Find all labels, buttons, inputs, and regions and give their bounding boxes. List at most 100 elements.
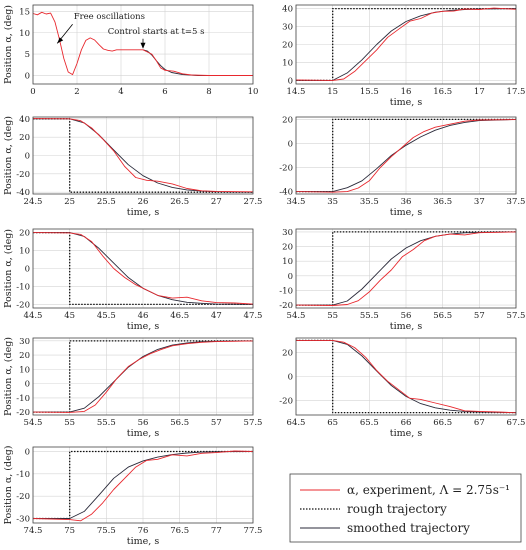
y-tick-label: 10 bbox=[19, 247, 30, 257]
x-tick-label: 47 bbox=[211, 311, 222, 321]
y-tick-label: 20 bbox=[282, 243, 293, 253]
x-tick-label: 65.5 bbox=[360, 418, 379, 428]
series-experiment-line bbox=[295, 119, 517, 193]
plot-frame bbox=[295, 337, 517, 416]
series-smoothed-line bbox=[296, 231, 517, 306]
y-tick-label: 10 bbox=[19, 365, 30, 375]
x-tick-label: 35.5 bbox=[360, 197, 379, 207]
y-axis-label: Position α, (deg) bbox=[3, 116, 14, 195]
x-tick-label: 57.5 bbox=[507, 311, 526, 321]
y-tick-label: 15 bbox=[19, 7, 30, 17]
y-tick-label: -10 bbox=[16, 470, 30, 480]
y-tick-label: 0 bbox=[288, 76, 293, 86]
x-tick-label: 66 bbox=[401, 418, 412, 428]
x-tick-label: 66.5 bbox=[433, 418, 452, 428]
legend-smoothed-label: smoothed trajectory bbox=[347, 521, 470, 535]
annotation-free-oscillations: Free oscillations bbox=[74, 12, 145, 22]
x-tick-label: 0 bbox=[30, 87, 35, 97]
x-tick-label: 14.5 bbox=[287, 87, 306, 97]
y-tick-label: -20 bbox=[279, 164, 293, 174]
x-tick-label: 24.5 bbox=[24, 197, 43, 207]
plot-frame bbox=[32, 337, 254, 416]
y-tick-label: -20 bbox=[16, 408, 30, 418]
y-tick-label: 40 bbox=[19, 115, 30, 125]
x-tick-label: 4 bbox=[118, 87, 123, 97]
y-tick-label: 30 bbox=[282, 23, 293, 33]
x-tick-label: 57.5 bbox=[244, 418, 263, 428]
panel-5: 44.5 45 45.5 46 46.5 47 47.5 -20 -10 0 10 20 time, s… bbox=[3, 229, 262, 332]
x-tick-label: 56.5 bbox=[170, 418, 189, 428]
x-axis-label: time, s bbox=[390, 428, 423, 439]
y-tick-label: 20 bbox=[19, 133, 30, 143]
y-tick-label: -40 bbox=[16, 188, 30, 198]
series-experiment-line bbox=[32, 232, 254, 305]
x-tick-label: 36.5 bbox=[433, 197, 452, 207]
series-smoothed-line bbox=[296, 8, 517, 81]
y-tick-label: -40 bbox=[279, 188, 293, 198]
series-experiment-line bbox=[32, 11, 253, 76]
series-smoothed-line bbox=[33, 451, 254, 519]
x-tick-label: 2 bbox=[74, 87, 79, 97]
y-tick-label: 0 bbox=[25, 152, 30, 162]
panel-4: 34.5 35 35.5 36 36.5 37 37.5 -40 -20 0 20 time, s bbox=[279, 115, 525, 218]
y-tick-label: 0 bbox=[25, 265, 30, 275]
x-tick-label: 56.5 bbox=[433, 311, 452, 321]
x-tick-label: 35 bbox=[327, 197, 338, 207]
plot-frame bbox=[32, 116, 254, 195]
y-tick-label: 30 bbox=[282, 228, 293, 238]
x-tick-label: 26 bbox=[138, 197, 149, 207]
legend-experiment-label: α, experiment, Λ = 2.75s⁻¹ bbox=[347, 483, 510, 497]
y-tick-label: 0 bbox=[25, 380, 30, 390]
series-experiment-line bbox=[295, 231, 517, 306]
x-tick-label: 57 bbox=[211, 418, 222, 428]
x-tick-label: 54.5 bbox=[24, 418, 43, 428]
y-axis-label: Position α, (deg) bbox=[3, 229, 14, 308]
panel-7: 54.5 55 55.5 56 56.5 57 57.5 -20 -10 0 10 20 30 time,… bbox=[3, 337, 262, 439]
y-tick-label: -20 bbox=[16, 300, 30, 310]
x-tick-label: 27 bbox=[211, 197, 222, 207]
x-tick-label: 26.5 bbox=[170, 197, 189, 207]
legend: α, experiment, Λ = 2.75s⁻¹ rough traject… bbox=[289, 473, 522, 543]
x-tick-label: 37.5 bbox=[507, 197, 526, 207]
y-tick-label: 40 bbox=[282, 5, 293, 15]
x-tick-label: 67 bbox=[474, 418, 485, 428]
y-tick-label: 20 bbox=[282, 41, 293, 51]
x-tick-label: 6 bbox=[162, 87, 167, 97]
plot-frame bbox=[295, 4, 517, 85]
panel-3: 24.5 25 25.5 26 26.5 27 27.5 -40 -20 0 20 40 time, s… bbox=[3, 115, 262, 218]
x-tick-label: 76 bbox=[138, 526, 149, 536]
series-experiment-line bbox=[32, 118, 254, 193]
y-axis-label: Position α, (deg) bbox=[3, 337, 14, 416]
plot-frame bbox=[32, 228, 254, 309]
x-tick-label: 56 bbox=[401, 311, 412, 321]
x-tick-label: 55 bbox=[64, 418, 75, 428]
panel-9: 74.5 75 75.5 76 76.5 77 77.5 -30 -20 -10 0 time, s P… bbox=[3, 445, 262, 547]
x-tick-label: 64.5 bbox=[287, 418, 306, 428]
y-tick-label: -10 bbox=[279, 286, 293, 296]
x-tick-label: 36 bbox=[401, 197, 412, 207]
plot-frame bbox=[32, 446, 254, 524]
y-tick-label: -30 bbox=[16, 515, 30, 525]
plot-frame bbox=[32, 4, 254, 85]
x-tick-label: 75 bbox=[64, 526, 75, 536]
y-tick-label: -20 bbox=[279, 301, 293, 311]
y-tick-label: -20 bbox=[16, 170, 30, 180]
x-tick-label: 75.5 bbox=[97, 526, 116, 536]
y-tick-label: -10 bbox=[16, 282, 30, 292]
x-tick-label: 77.5 bbox=[244, 526, 263, 536]
panel-6: 54.5 55 55.5 56 56.5 57 57.5 -20 -10 0 10 20 30 time,… bbox=[279, 228, 525, 332]
series-smoothed-line bbox=[33, 340, 254, 413]
x-tick-label: 37 bbox=[474, 197, 485, 207]
plot-frame bbox=[295, 116, 517, 195]
series-experiment-line bbox=[295, 7, 517, 81]
y-tick-label: -10 bbox=[16, 394, 30, 404]
y-tick-label: 10 bbox=[282, 58, 293, 68]
series-experiment-line bbox=[296, 339, 517, 414]
y-tick-label: 0 bbox=[288, 272, 293, 282]
plot-frame bbox=[295, 228, 517, 309]
x-tick-label: 45 bbox=[64, 311, 75, 321]
y-tick-label: 10 bbox=[19, 29, 30, 39]
annotation-arrowhead bbox=[140, 42, 146, 49]
